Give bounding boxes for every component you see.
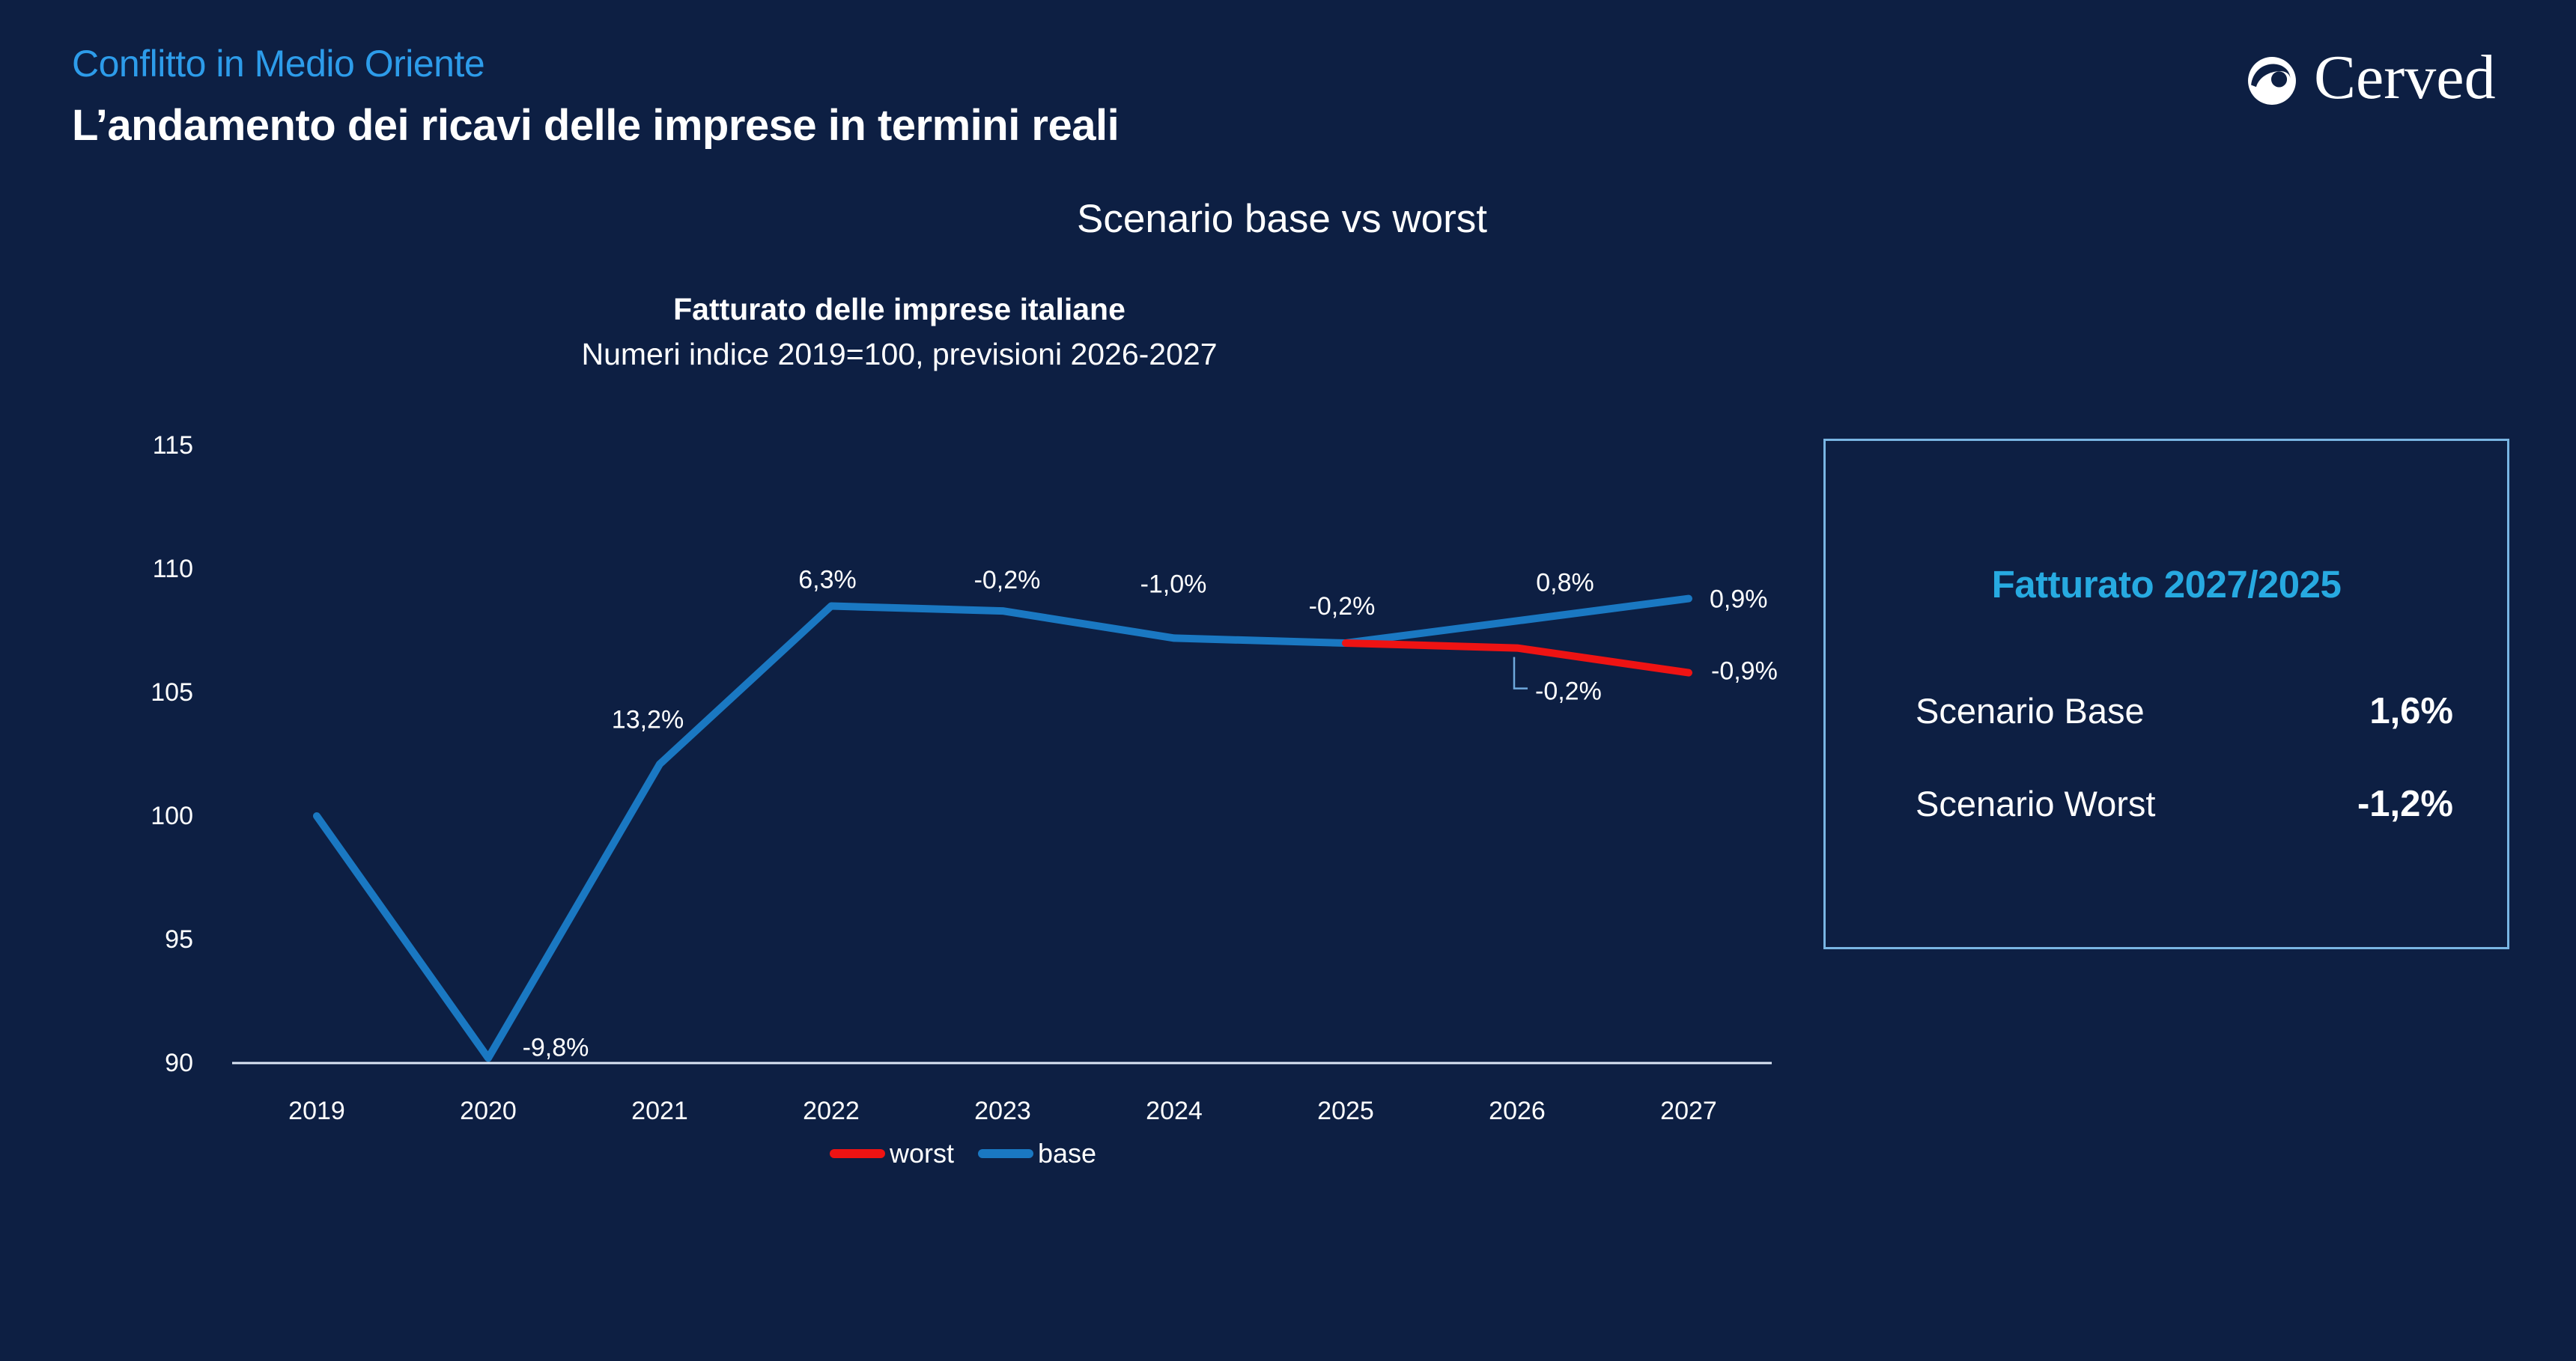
data-point-label: -0,2% [1535, 678, 1602, 706]
chart-legend: worst base [830, 1138, 1096, 1169]
x-tick-label: 2019 [288, 1097, 345, 1125]
summary-box-rows: Scenario Base 1,6% Scenario Worst -1,2% [1826, 690, 2507, 825]
x-tick-label: 2026 [1489, 1097, 1546, 1125]
x-tick-label: 2020 [460, 1097, 517, 1125]
slide-subtitle: Scenario base vs worst [1077, 197, 1487, 241]
legend-item-worst: worst [830, 1138, 954, 1169]
data-point-label: 0,8% [1536, 568, 1594, 597]
scenario-worst-row: Scenario Worst -1,2% [1916, 783, 2453, 825]
slide-title: L’andamento dei ricavi delle imprese in … [72, 101, 1120, 150]
y-tick-label: 90 [165, 1049, 193, 1077]
data-point-label: 6,3% [798, 566, 857, 594]
callout-leader-line [1513, 657, 1528, 689]
y-tick-label: 115 [153, 431, 193, 460]
data-point-label: 13,2% [612, 706, 684, 734]
scenario-worst-label: Scenario Worst [1916, 784, 2156, 823]
slide-kicker: Conflitto in Medio Oriente [72, 43, 485, 85]
scenario-worst-value: -1,2% [2357, 784, 2453, 824]
cerved-wave-icon [2248, 57, 2296, 105]
x-tick-label: 2022 [803, 1097, 860, 1125]
scenario-base-value: 1,6% [2369, 691, 2453, 731]
data-point-label: -0,2% [1309, 592, 1376, 621]
x-tick-label: 2025 [1317, 1097, 1374, 1125]
y-tick-label: 110 [153, 555, 193, 583]
cerved-wordmark: Cerved [2314, 43, 2496, 112]
legend-item-base: base [978, 1138, 1096, 1169]
legend-label-worst: worst [890, 1138, 955, 1169]
data-point-label: -1,0% [1140, 570, 1207, 598]
y-tick-label: 100 [151, 802, 193, 830]
fatturato-summary-box: Fatturato 2027/2025 Scenario Base 1,6% S… [1823, 439, 2509, 949]
scenario-base-row: Scenario Base 1,6% [1916, 690, 2453, 732]
x-tick-label: 2023 [974, 1097, 1031, 1125]
chart-title: Fatturato delle imprese italiane [673, 292, 1126, 326]
base-series-line [313, 594, 1692, 1062]
scenario-base-label: Scenario Base [1916, 691, 2145, 731]
data-point-label: -0,2% [974, 566, 1041, 594]
cerved-logo: Cerved [2247, 46, 2496, 109]
summary-box-title: Fatturato 2027/2025 [1991, 563, 2342, 606]
y-tick-label: 105 [151, 678, 193, 707]
x-tick-label: 2027 [1660, 1097, 1717, 1125]
chart-subtitle: Numeri indice 2019=100, previsioni 2026-… [581, 337, 1218, 371]
worst-series-line [1342, 639, 1692, 677]
worst-series-swatch [830, 1149, 885, 1158]
data-point-label: -9,8% [523, 1033, 589, 1062]
x-tick-label: 2024 [1146, 1097, 1203, 1125]
y-tick-label: 95 [165, 925, 193, 954]
data-point-label: 0,9% [1710, 585, 1768, 614]
base-series-swatch [978, 1149, 1034, 1158]
legend-label-base: base [1038, 1138, 1097, 1169]
x-tick-label: 2021 [631, 1097, 688, 1125]
data-point-label: -0,9% [1711, 657, 1778, 686]
